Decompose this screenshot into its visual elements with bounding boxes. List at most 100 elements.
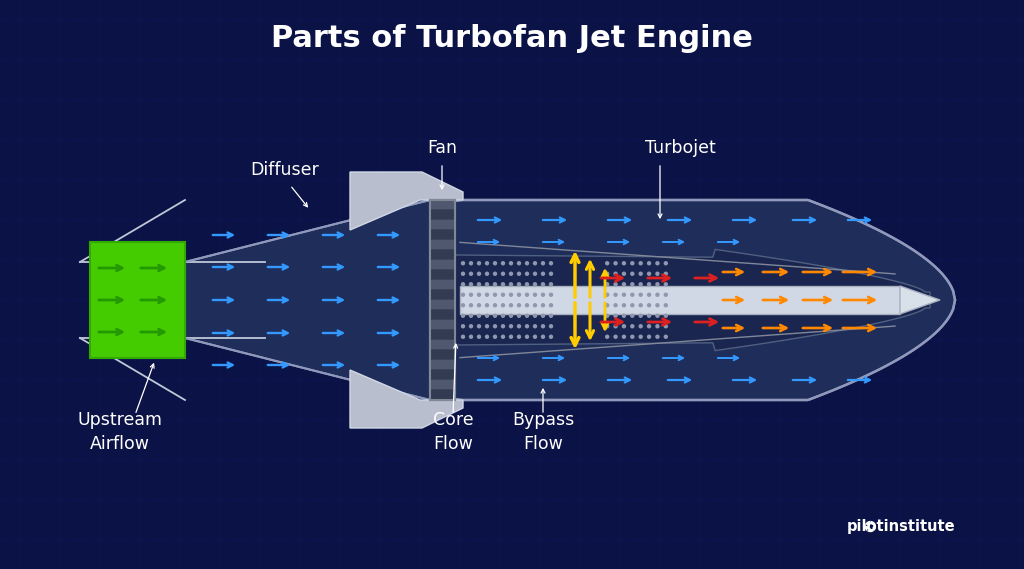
Circle shape [477, 314, 481, 318]
Circle shape [461, 261, 465, 266]
Circle shape [517, 303, 521, 307]
Circle shape [664, 271, 668, 276]
Text: Core
Flow: Core Flow [433, 411, 473, 453]
Circle shape [517, 314, 521, 318]
Circle shape [541, 324, 545, 328]
Circle shape [655, 314, 659, 318]
Circle shape [630, 335, 635, 339]
Circle shape [664, 314, 668, 318]
Bar [430, 250, 455, 258]
Circle shape [613, 314, 617, 318]
Circle shape [524, 292, 529, 297]
Circle shape [630, 271, 635, 276]
Circle shape [484, 303, 489, 307]
Circle shape [469, 335, 473, 339]
Circle shape [484, 335, 489, 339]
Circle shape [517, 282, 521, 286]
Circle shape [469, 282, 473, 286]
Circle shape [613, 261, 617, 266]
Circle shape [647, 261, 651, 266]
Circle shape [549, 282, 553, 286]
Circle shape [493, 292, 498, 297]
Circle shape [647, 292, 651, 297]
Circle shape [461, 282, 465, 286]
Circle shape [541, 303, 545, 307]
Text: ✪: ✪ [863, 519, 877, 534]
Circle shape [517, 335, 521, 339]
Circle shape [477, 261, 481, 266]
Circle shape [517, 271, 521, 276]
Polygon shape [455, 249, 930, 351]
Circle shape [461, 303, 465, 307]
Circle shape [605, 271, 609, 276]
Circle shape [549, 324, 553, 328]
Circle shape [517, 324, 521, 328]
Circle shape [639, 314, 643, 318]
Circle shape [469, 324, 473, 328]
Circle shape [461, 292, 465, 297]
Circle shape [622, 271, 626, 276]
Circle shape [509, 314, 513, 318]
Circle shape [622, 303, 626, 307]
Circle shape [469, 314, 473, 318]
Circle shape [461, 271, 465, 276]
Circle shape [655, 282, 659, 286]
Circle shape [501, 324, 505, 328]
Circle shape [605, 314, 609, 318]
Bar [430, 230, 455, 238]
Circle shape [493, 335, 498, 339]
Circle shape [655, 335, 659, 339]
Circle shape [549, 261, 553, 266]
Circle shape [613, 335, 617, 339]
Circle shape [613, 292, 617, 297]
Circle shape [639, 324, 643, 328]
Circle shape [509, 282, 513, 286]
Bar [430, 330, 455, 339]
Circle shape [477, 303, 481, 307]
Bar [430, 280, 455, 288]
Circle shape [622, 314, 626, 318]
Circle shape [622, 324, 626, 328]
Circle shape [484, 282, 489, 286]
Circle shape [532, 314, 538, 318]
Circle shape [639, 292, 643, 297]
Circle shape [532, 261, 538, 266]
Circle shape [532, 292, 538, 297]
Circle shape [532, 271, 538, 276]
Circle shape [630, 282, 635, 286]
Circle shape [524, 271, 529, 276]
Circle shape [509, 292, 513, 297]
Bar [430, 270, 455, 278]
Circle shape [639, 282, 643, 286]
Circle shape [630, 324, 635, 328]
Text: pilotinstitute: pilotinstitute [847, 519, 955, 534]
Circle shape [532, 335, 538, 339]
Circle shape [532, 303, 538, 307]
Circle shape [639, 303, 643, 307]
Circle shape [524, 314, 529, 318]
Bar [430, 380, 455, 389]
Circle shape [524, 261, 529, 266]
Circle shape [477, 335, 481, 339]
Circle shape [655, 303, 659, 307]
Circle shape [647, 271, 651, 276]
Circle shape [469, 261, 473, 266]
Circle shape [655, 292, 659, 297]
Bar [430, 300, 455, 308]
Polygon shape [430, 200, 955, 400]
Circle shape [541, 282, 545, 286]
Circle shape [477, 271, 481, 276]
Circle shape [549, 303, 553, 307]
Circle shape [647, 324, 651, 328]
Circle shape [501, 271, 505, 276]
Circle shape [613, 303, 617, 307]
Circle shape [493, 324, 498, 328]
Circle shape [524, 335, 529, 339]
Circle shape [484, 292, 489, 297]
Circle shape [664, 261, 668, 266]
Circle shape [605, 261, 609, 266]
Circle shape [622, 292, 626, 297]
Circle shape [509, 324, 513, 328]
Circle shape [484, 324, 489, 328]
Circle shape [493, 303, 498, 307]
